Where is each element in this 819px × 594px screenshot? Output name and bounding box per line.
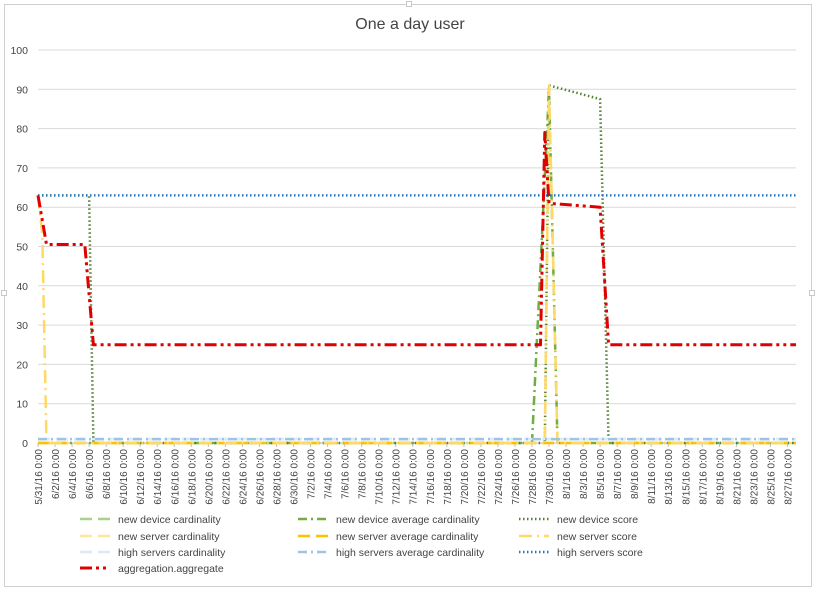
x-tick-label: 8/11/16 0:00: [647, 449, 658, 504]
x-tick-label: 8/21/16 0:00: [732, 449, 743, 505]
x-tick-label: 6/2/16 0:00: [51, 449, 62, 499]
x-tick-label: 8/25/16 0:00: [766, 449, 777, 505]
x-tick-label: 6/6/16 0:00: [85, 449, 96, 499]
x-tick-label: 8/19/16 0:00: [715, 449, 726, 505]
x-tick-label: 7/18/16 0:00: [443, 449, 454, 505]
x-tick-label: 7/30/16 0:00: [545, 449, 556, 505]
y-tick-label: 0: [22, 438, 28, 450]
legend-label: new device average cardinality: [336, 514, 480, 526]
legend-label: high servers cardinality: [118, 547, 226, 559]
x-tick-label: 7/2/16 0:00: [307, 449, 318, 499]
x-tick-label: 8/13/16 0:00: [664, 449, 675, 505]
legend: new device cardinality new device average…: [80, 514, 643, 575]
series-line: [36, 84, 796, 445]
legend-label: aggregation.aggregate: [118, 563, 224, 575]
x-tick-label: 6/24/16 0:00: [238, 449, 249, 505]
y-tick-label: 100: [10, 45, 28, 57]
x-tick-label: 6/18/16 0:00: [187, 449, 198, 505]
x-tick-label: 7/28/16 0:00: [528, 449, 539, 505]
x-tick-label: 7/24/16 0:00: [494, 449, 505, 505]
chart-frame: [4, 4, 812, 587]
y-tick-label: 40: [16, 281, 28, 293]
x-tick-label: 7/22/16 0:00: [477, 449, 488, 505]
x-tick-label: 8/23/16 0:00: [749, 449, 760, 505]
x-tick-label: 6/22/16 0:00: [221, 449, 232, 505]
x-tick-label: 6/14/16 0:00: [153, 449, 164, 505]
legend-label: high servers score: [557, 547, 643, 559]
x-tick-label: 7/4/16 0:00: [324, 449, 335, 499]
resize-handle-top[interactable]: [406, 1, 412, 7]
y-tick-label: 50: [16, 242, 28, 254]
x-tick-label: 8/27/16 0:00: [783, 449, 794, 505]
legend-label: new server cardinality: [118, 531, 220, 543]
x-tick-label: 6/10/16 0:00: [119, 449, 130, 505]
series-line: [36, 131, 796, 347]
x-tick-label: 6/12/16 0:00: [136, 449, 147, 505]
x-tick-label: 7/6/16 0:00: [341, 449, 352, 499]
x-tick-label: 6/16/16 0:00: [170, 449, 181, 505]
x-tick-label: 6/20/16 0:00: [204, 449, 215, 505]
chart-title: One a day user: [355, 16, 465, 33]
x-tick-label: 8/3/16 0:00: [579, 449, 590, 499]
legend-label: new device cardinality: [118, 514, 221, 526]
resize-handle-left[interactable]: [1, 290, 7, 296]
y-tick-label: 10: [16, 399, 28, 411]
y-tick-label: 90: [16, 84, 28, 96]
x-tick-label: 5/31/16 0:00: [34, 449, 45, 505]
y-tick-label: 30: [16, 320, 28, 332]
x-tick-label: 7/20/16 0:00: [460, 449, 471, 505]
x-tick-label: 7/26/16 0:00: [511, 449, 522, 505]
x-tick-label: 7/8/16 0:00: [358, 449, 369, 499]
x-tick-label: 6/4/16 0:00: [68, 449, 79, 499]
legend-label: new server score: [557, 531, 637, 543]
series-lines: [36, 84, 796, 445]
y-axis-ticks: 0 10 20 30 40 50 60 70 80 90 100: [10, 45, 28, 450]
legend-label: high servers average cardinality: [336, 547, 485, 559]
x-tick-label: 6/8/16 0:00: [102, 449, 113, 499]
x-tick-label: 8/9/16 0:00: [630, 449, 641, 499]
series-line: [38, 84, 796, 445]
legend-label: new device score: [557, 514, 638, 526]
resize-handle-right[interactable]: [809, 290, 815, 296]
series-line: [38, 88, 796, 445]
x-tick-label: 6/26/16 0:00: [255, 449, 266, 505]
x-tick-label: 8/17/16 0:00: [698, 449, 709, 505]
y-tick-label: 80: [16, 124, 28, 136]
legend-label: new server average cardinality: [336, 531, 479, 543]
x-tick-label: 6/28/16 0:00: [272, 449, 283, 505]
x-tick-label: 8/7/16 0:00: [613, 449, 624, 499]
x-tick-label: 7/10/16 0:00: [375, 449, 386, 505]
x-tick-label: 6/30/16 0:00: [290, 449, 301, 505]
x-tick-label: 8/15/16 0:00: [681, 449, 692, 505]
gridlines: [38, 49, 796, 405]
y-tick-label: 60: [16, 202, 28, 214]
y-tick-label: 20: [16, 359, 28, 371]
x-tick-label: 7/16/16 0:00: [426, 449, 437, 505]
x-tick-label: 8/5/16 0:00: [596, 449, 607, 499]
x-tick-label: 7/14/16 0:00: [409, 449, 420, 505]
x-tick-label: 8/1/16 0:00: [562, 449, 573, 499]
x-axis-ticks: 5/31/16 0:00 6/2/16 0:00 6/4/16 0:00 6/6/16…: [34, 443, 794, 505]
x-tick-label: 7/12/16 0:00: [392, 449, 403, 505]
y-tick-label: 70: [16, 163, 28, 175]
